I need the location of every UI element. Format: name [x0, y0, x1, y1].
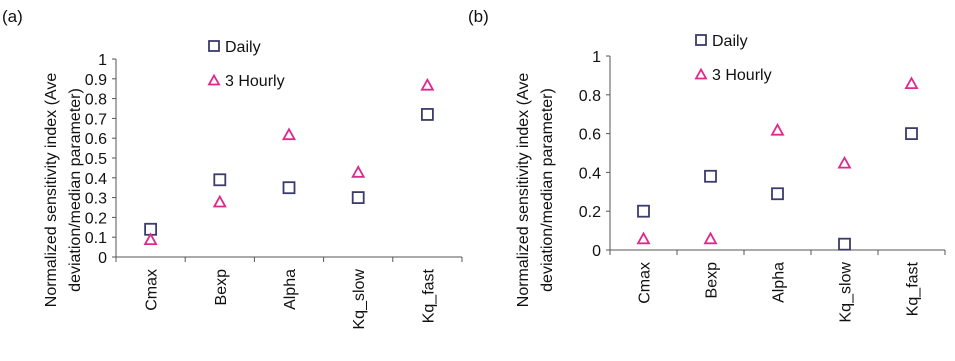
legend-marker-daily [695, 34, 707, 46]
y-tick-label: 0.2 [85, 210, 107, 227]
data-point-daily [351, 191, 365, 205]
data-point-daily [838, 237, 851, 251]
legend-marker-3-hourly [694, 67, 708, 80]
x-tick-label: Kq_slow [838, 262, 855, 323]
legend-marker-daily [208, 40, 220, 52]
panel-label: (b) [468, 7, 489, 26]
y-tick-label: 0.6 [579, 127, 601, 144]
x-tick-label: Kq_fast [905, 261, 922, 316]
y-tick-label: 0.7 [85, 111, 107, 128]
data-point-daily [704, 169, 717, 183]
x-tick-label: Alpha [282, 269, 299, 310]
x-tick-label: Alpha [771, 262, 788, 303]
y-tick-label: 0.9 [85, 72, 107, 89]
data-point-3-hourly [281, 127, 297, 141]
data-point-3-hourly [420, 77, 435, 91]
y-tick-label: 1 [592, 49, 601, 66]
legend-label: 3 Hourly [225, 73, 285, 90]
data-point-daily [420, 108, 434, 121]
legend-marker-3-hourly [207, 73, 221, 86]
panel-label: (a) [2, 7, 23, 26]
x-tick-label: Kq_fast [420, 268, 437, 323]
y-tick-label: 0.3 [85, 191, 107, 208]
x-tick-label: Kq_slow [351, 269, 368, 330]
x-tick-label: Bexp [704, 262, 721, 299]
data-point-daily [637, 204, 650, 218]
x-tick-label: Cmax [144, 269, 161, 311]
y-tick-label: 0.8 [579, 88, 601, 105]
data-point-daily [213, 173, 227, 187]
y-axis-title: Normalized sensitivity index (Ave [515, 73, 532, 308]
data-point-3-hourly [143, 232, 158, 246]
x-tick-label: Bexp [213, 269, 230, 306]
y-tick-label: 0.4 [579, 165, 601, 182]
data-point-daily [905, 127, 918, 141]
data-point-3-hourly [212, 194, 227, 208]
y-tick-label: 0 [592, 243, 601, 260]
legend-label: Daily [225, 39, 261, 56]
legend-label: 3 Hourly [712, 67, 772, 84]
y-tick-label: 1 [98, 52, 107, 69]
y-tick-label: 0.2 [579, 204, 601, 221]
y-tick-label: 0 [98, 250, 107, 267]
y-tick-label: 0.4 [85, 171, 107, 188]
data-point-3-hourly [837, 155, 852, 169]
data-point-3-hourly [636, 231, 651, 245]
data-point-3-hourly [904, 76, 919, 90]
y-tick-label: 0.8 [85, 92, 107, 109]
data-point-daily [282, 181, 296, 195]
data-point-3-hourly [351, 165, 366, 178]
y-tick-label: 0.5 [85, 151, 107, 168]
y-axis-title: deviation/median parameter) [539, 88, 556, 292]
y-tick-label: 0.1 [85, 230, 107, 247]
legend-label: Daily [712, 33, 748, 50]
data-point-3-hourly [703, 231, 718, 245]
data-point-daily [771, 187, 784, 201]
y-axis-title: Normalized sensitivity index (Ave [43, 73, 60, 308]
y-tick-label: 0.6 [85, 131, 107, 148]
data-point-3-hourly [770, 122, 785, 136]
y-axis-title: deviation/median parameter) [67, 88, 84, 292]
x-tick-label: Cmax [637, 262, 654, 304]
